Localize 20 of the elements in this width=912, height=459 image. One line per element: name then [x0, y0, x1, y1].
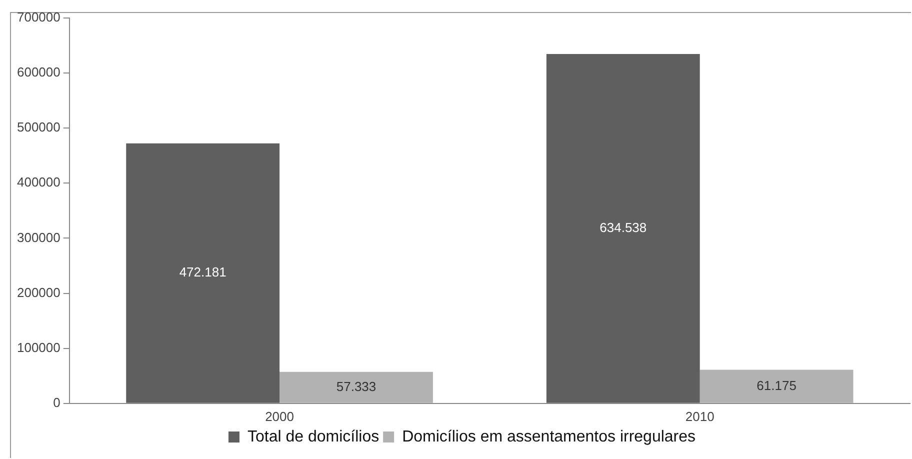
- bar: [280, 372, 433, 403]
- x-tick-label: 2010: [685, 408, 714, 424]
- y-tick-label: 600000: [16, 64, 60, 80]
- data-label: 57.333: [336, 378, 376, 394]
- x-tick-label: 2000: [265, 408, 294, 424]
- y-tick-label: 100000: [16, 340, 60, 355]
- bar: [546, 54, 700, 403]
- y-tick-label: 500000: [16, 120, 60, 135]
- bar: [700, 370, 854, 403]
- data-label: 61.175: [756, 378, 796, 393]
- legend-label: Total de domicílios: [247, 428, 380, 446]
- data-label: 634.538: [600, 220, 647, 236]
- y-tick-label: 300000: [16, 230, 60, 245]
- y-tick-label: 700000: [16, 10, 60, 25]
- y-tick-label: 0: [53, 394, 60, 410]
- y-tick-label: 400000: [16, 174, 60, 190]
- data-label: 472.181: [179, 264, 226, 280]
- y-tick-label: 200000: [16, 284, 60, 300]
- bar: [126, 143, 280, 403]
- legend-label: Domicílios em assentamentos irregulares: [402, 428, 696, 446]
